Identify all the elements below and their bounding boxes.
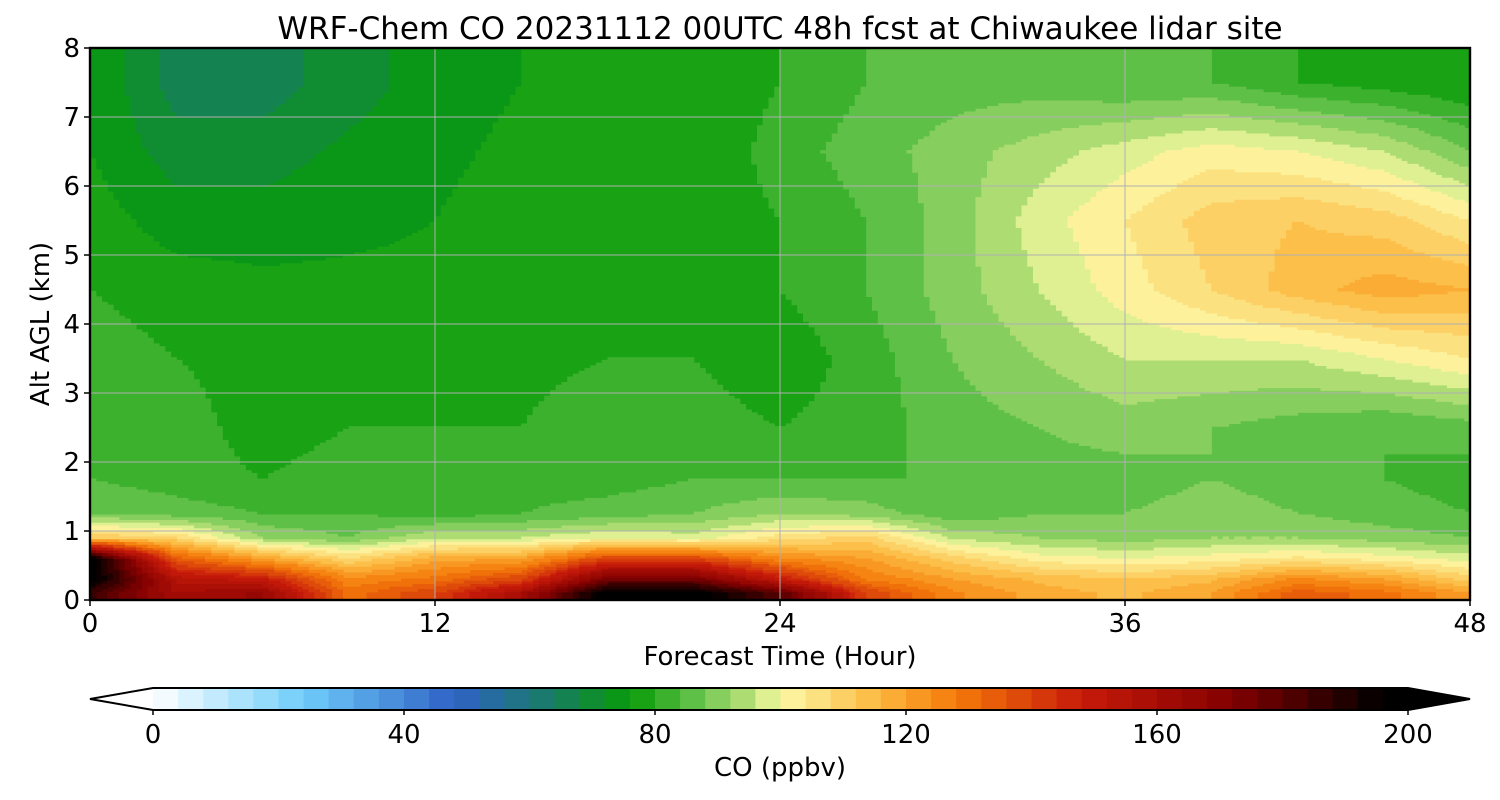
colorbar-tick-label: 120 <box>881 720 931 750</box>
colorbar-bin <box>429 688 455 710</box>
x-tick-label: 12 <box>418 609 451 639</box>
colorbar-bin <box>1081 688 1108 710</box>
contour-level-fill <box>147 221 1470 600</box>
colorbar-bin <box>956 688 982 710</box>
colorbar-over-extension <box>1408 688 1470 710</box>
colorbar-bin <box>278 688 305 710</box>
colorbar-bin <box>931 688 957 710</box>
colorbar-bin <box>1182 688 1208 710</box>
colorbar-bin <box>1131 688 1158 710</box>
colorbar <box>89 687 1471 711</box>
y-axis-label: Alt AGL (km) <box>26 242 56 406</box>
y-tick-label: 6 <box>63 172 80 202</box>
colorbar-bin <box>755 688 781 710</box>
colorbar-bin <box>780 688 807 710</box>
colorbar-bin <box>805 688 832 710</box>
x-axis-label: Forecast Time (Hour) <box>643 642 916 672</box>
colorbar-under-extension <box>90 688 153 710</box>
colorbar-bin <box>1357 688 1384 710</box>
colorbar-tick-label: 160 <box>1132 720 1182 750</box>
contour-level-fill <box>107 542 1402 600</box>
colorbar-bin <box>1106 688 1133 710</box>
colorbar-bin <box>579 688 606 710</box>
contour-level-fill <box>101 550 827 600</box>
contour-level-fill <box>90 48 522 267</box>
chart-title: WRF-Chem CO 20231112 00UTC 48h fcst at C… <box>277 11 1282 47</box>
x-tick-label: 48 <box>1453 609 1486 639</box>
contour-level-fill <box>159 48 304 118</box>
colorbar-tick-label: 80 <box>638 720 671 750</box>
x-axis: 0 12 24 36 48 <box>82 600 1487 639</box>
x-tick-label: 36 <box>1108 609 1141 639</box>
colorbar-bin <box>1382 688 1409 710</box>
x-tick-label: 0 <box>82 609 99 639</box>
colorbar-bin <box>981 688 1007 710</box>
colorbar-ticks: 0 40 80 120 160 200 <box>145 710 1433 750</box>
colorbar-bin <box>830 688 857 710</box>
colorbar-bin <box>1207 688 1233 710</box>
colorbar-tick-label: 0 <box>145 720 162 750</box>
contour-level-fill <box>90 48 1470 538</box>
colorbar-bin <box>178 688 204 710</box>
colorbar-tick-label: 40 <box>387 720 420 750</box>
y-tick-label: 2 <box>63 448 80 478</box>
colorbar-bin <box>655 688 681 710</box>
colorbar-bin <box>1056 688 1083 710</box>
colorbar-bin <box>855 688 882 710</box>
colorbar-bin <box>1332 688 1359 710</box>
colorbar-bin <box>730 688 756 710</box>
colorbar-bin <box>880 688 907 710</box>
colorbar-bin <box>203 688 229 710</box>
colorbar-bin <box>303 688 330 710</box>
colorbar-bin <box>1257 688 1283 710</box>
colorbar-bin <box>479 688 505 710</box>
colorbar-bin <box>1157 688 1183 710</box>
colorbar-bin <box>705 688 731 710</box>
y-tick-label: 3 <box>63 379 80 409</box>
y-tick-label: 0 <box>63 586 80 616</box>
y-tick-label: 7 <box>63 103 80 133</box>
colorbar-label: CO (ppbv) <box>714 753 846 783</box>
colorbar-bin <box>1031 688 1058 710</box>
colorbar-bin <box>680 688 706 710</box>
colorbar-bin <box>454 688 480 710</box>
colorbar-bin <box>504 688 530 710</box>
y-axis: 0 1 2 3 4 5 6 7 8 <box>63 34 90 616</box>
contour-level-fill <box>95 550 816 600</box>
contour-level-fill <box>90 128 1470 562</box>
colorbar-bin <box>1232 688 1258 710</box>
colorbar-bin <box>554 688 581 710</box>
colorbar-bin <box>1006 688 1032 710</box>
colorbar-bin <box>906 688 932 710</box>
x-tick-label: 24 <box>763 609 796 639</box>
contour-level-fill <box>113 544 890 600</box>
colorbar-bin <box>629 688 656 710</box>
y-tick-label: 8 <box>63 34 80 64</box>
colorbar-bin <box>529 688 556 710</box>
colorbar-bin <box>353 688 380 710</box>
contour-level-fill <box>90 558 712 600</box>
colorbar-tick-label: 200 <box>1383 720 1433 750</box>
colorbar-bin <box>604 688 631 710</box>
colorbar-bin <box>378 688 405 710</box>
y-tick-label: 4 <box>63 310 80 340</box>
colorbar-bin <box>1307 688 1334 710</box>
colorbar-bin <box>153 688 179 710</box>
colorbar-bin <box>228 688 254 710</box>
y-tick-label: 5 <box>63 241 80 271</box>
colorbar-bin <box>253 688 279 710</box>
colorbar-bin <box>328 688 355 710</box>
colorbar-bin <box>404 688 430 710</box>
colorbar-bin <box>1282 688 1309 710</box>
y-tick-label: 1 <box>63 517 80 547</box>
